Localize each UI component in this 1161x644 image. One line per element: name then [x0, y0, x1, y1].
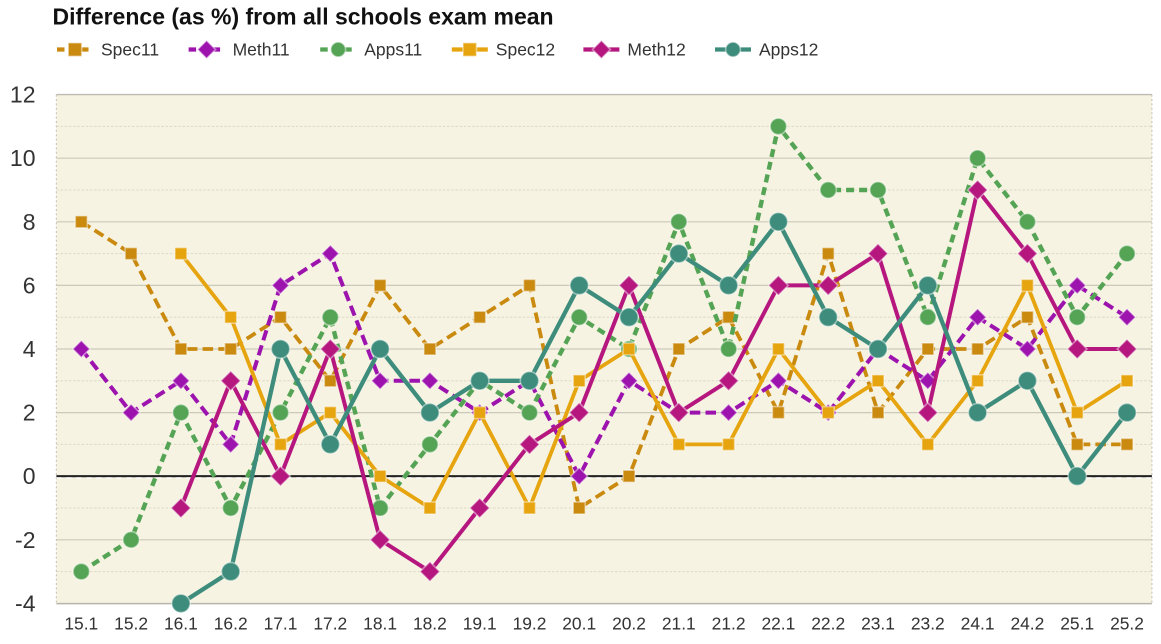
svg-text:19.1: 19.1: [463, 614, 497, 634]
svg-text:0: 0: [23, 463, 36, 489]
svg-text:17.1: 17.1: [264, 614, 298, 634]
svg-text:22.1: 22.1: [761, 614, 795, 634]
svg-text:8: 8: [23, 209, 36, 235]
svg-text:23.1: 23.1: [861, 614, 895, 634]
svg-text:6: 6: [23, 272, 36, 298]
svg-text:Meth11: Meth11: [233, 39, 290, 59]
svg-text:-4: -4: [15, 590, 36, 616]
svg-text:-2: -2: [15, 527, 35, 553]
svg-text:18.1: 18.1: [363, 614, 397, 634]
svg-text:19.2: 19.2: [513, 614, 547, 634]
svg-text:15.2: 15.2: [114, 614, 148, 634]
svg-text:18.2: 18.2: [413, 614, 447, 634]
svg-text:22.2: 22.2: [811, 614, 845, 634]
svg-text:Apps11: Apps11: [364, 39, 422, 59]
svg-text:12: 12: [10, 82, 36, 108]
svg-text:15.1: 15.1: [64, 614, 98, 634]
svg-text:23.2: 23.2: [911, 614, 945, 634]
svg-text:Spec12: Spec12: [496, 39, 555, 59]
svg-text:10: 10: [10, 145, 36, 171]
svg-text:Difference (as %) from all sch: Difference (as %) from all schools exam …: [53, 4, 554, 30]
svg-text:20.1: 20.1: [562, 614, 596, 634]
svg-text:Meth12: Meth12: [627, 39, 685, 59]
svg-text:25.1: 25.1: [1060, 614, 1094, 634]
svg-text:2: 2: [23, 400, 36, 426]
svg-text:Apps12: Apps12: [759, 39, 818, 59]
svg-text:4: 4: [23, 336, 36, 362]
svg-text:25.2: 25.2: [1110, 614, 1144, 634]
svg-text:Spec11: Spec11: [101, 39, 159, 59]
svg-text:21.2: 21.2: [712, 614, 746, 634]
svg-text:17.2: 17.2: [313, 614, 347, 634]
svg-text:24.1: 24.1: [961, 614, 995, 634]
svg-text:21.1: 21.1: [662, 614, 696, 634]
svg-text:24.2: 24.2: [1010, 614, 1044, 634]
svg-text:20.2: 20.2: [612, 614, 646, 634]
svg-text:16.1: 16.1: [164, 614, 198, 634]
svg-text:16.2: 16.2: [214, 614, 248, 634]
